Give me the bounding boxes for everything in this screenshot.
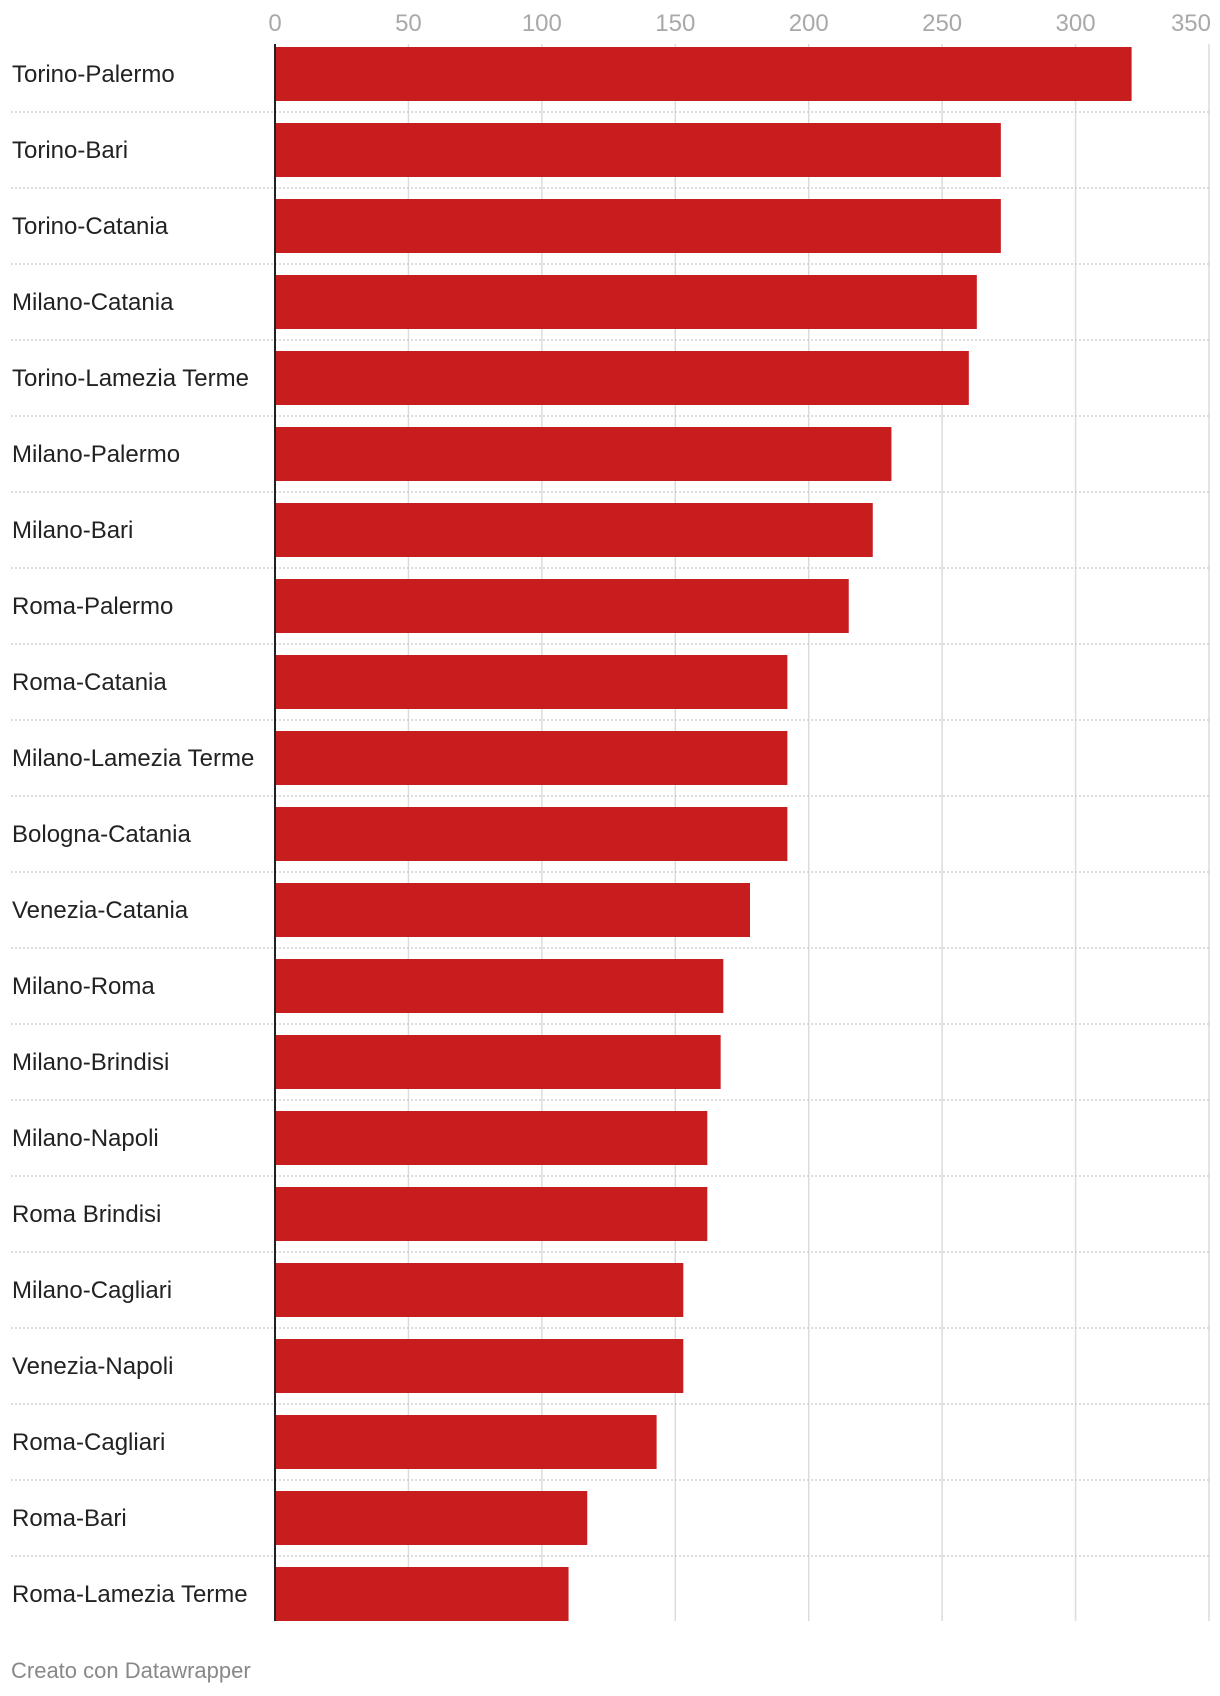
bar xyxy=(275,1035,721,1089)
x-tick-label: 50 xyxy=(395,10,422,37)
category-labels: Torino-Palermo Torino-Bari Torino-Catania M… xyxy=(12,61,254,1608)
x-tick-label: 300 xyxy=(1056,10,1096,37)
bar xyxy=(275,1415,657,1469)
x-axis-ticks: 0 50 100 150 200 250 300 350 xyxy=(268,10,1211,37)
x-tick-label: 0 xyxy=(268,10,281,37)
category-label: Roma-Catania xyxy=(12,669,167,696)
bar xyxy=(275,1111,708,1165)
category-label: Milano-Brindisi xyxy=(12,1049,169,1076)
category-label: Venezia-Catania xyxy=(12,897,189,924)
category-label: Milano-Napoli xyxy=(12,1125,159,1152)
bar xyxy=(275,807,788,861)
bar xyxy=(275,199,1001,253)
bar xyxy=(275,959,724,1013)
credit-footer: Creato con Datawrapper xyxy=(11,1658,251,1683)
bar xyxy=(275,275,977,329)
x-tick-label: 100 xyxy=(522,10,562,37)
category-label: Roma-Palermo xyxy=(12,593,173,620)
x-tick-label: 350 xyxy=(1171,10,1211,37)
bar xyxy=(275,731,788,785)
category-label: Torino-Bari xyxy=(12,137,128,164)
category-label: Roma-Cagliari xyxy=(12,1429,165,1456)
category-label: Bologna-Catania xyxy=(12,821,191,848)
category-label: Torino-Catania xyxy=(12,213,169,240)
bar xyxy=(275,1187,708,1241)
bar xyxy=(275,47,1132,101)
x-tick-label: 250 xyxy=(922,10,962,37)
category-label: Milano-Cagliari xyxy=(12,1277,172,1304)
category-label: Milano-Roma xyxy=(12,973,155,1000)
category-label: Milano-Lamezia Terme xyxy=(12,745,254,772)
category-label: Venezia-Napoli xyxy=(12,1353,173,1380)
category-label: Roma-Lamezia Terme xyxy=(12,1581,248,1608)
bar xyxy=(275,655,788,709)
category-label: Milano-Bari xyxy=(12,517,133,544)
bars xyxy=(275,47,1132,1621)
bar xyxy=(275,579,849,633)
bar xyxy=(275,883,751,937)
bar xyxy=(275,1567,569,1621)
category-label: Torino-Lamezia Terme xyxy=(12,365,249,392)
category-label: Roma Brindisi xyxy=(12,1201,161,1228)
bar xyxy=(275,1263,684,1317)
bar xyxy=(275,123,1001,177)
bar xyxy=(275,351,969,405)
category-label: Milano-Palermo xyxy=(12,441,180,468)
bar xyxy=(275,1491,588,1545)
x-tick-label: 150 xyxy=(655,10,695,37)
bar xyxy=(275,503,873,557)
category-label: Roma-Bari xyxy=(12,1505,127,1532)
bar xyxy=(275,427,892,481)
x-tick-label: 200 xyxy=(789,10,829,37)
bar xyxy=(275,1339,684,1393)
category-label: Milano-Catania xyxy=(12,289,174,316)
category-label: Torino-Palermo xyxy=(12,61,175,88)
